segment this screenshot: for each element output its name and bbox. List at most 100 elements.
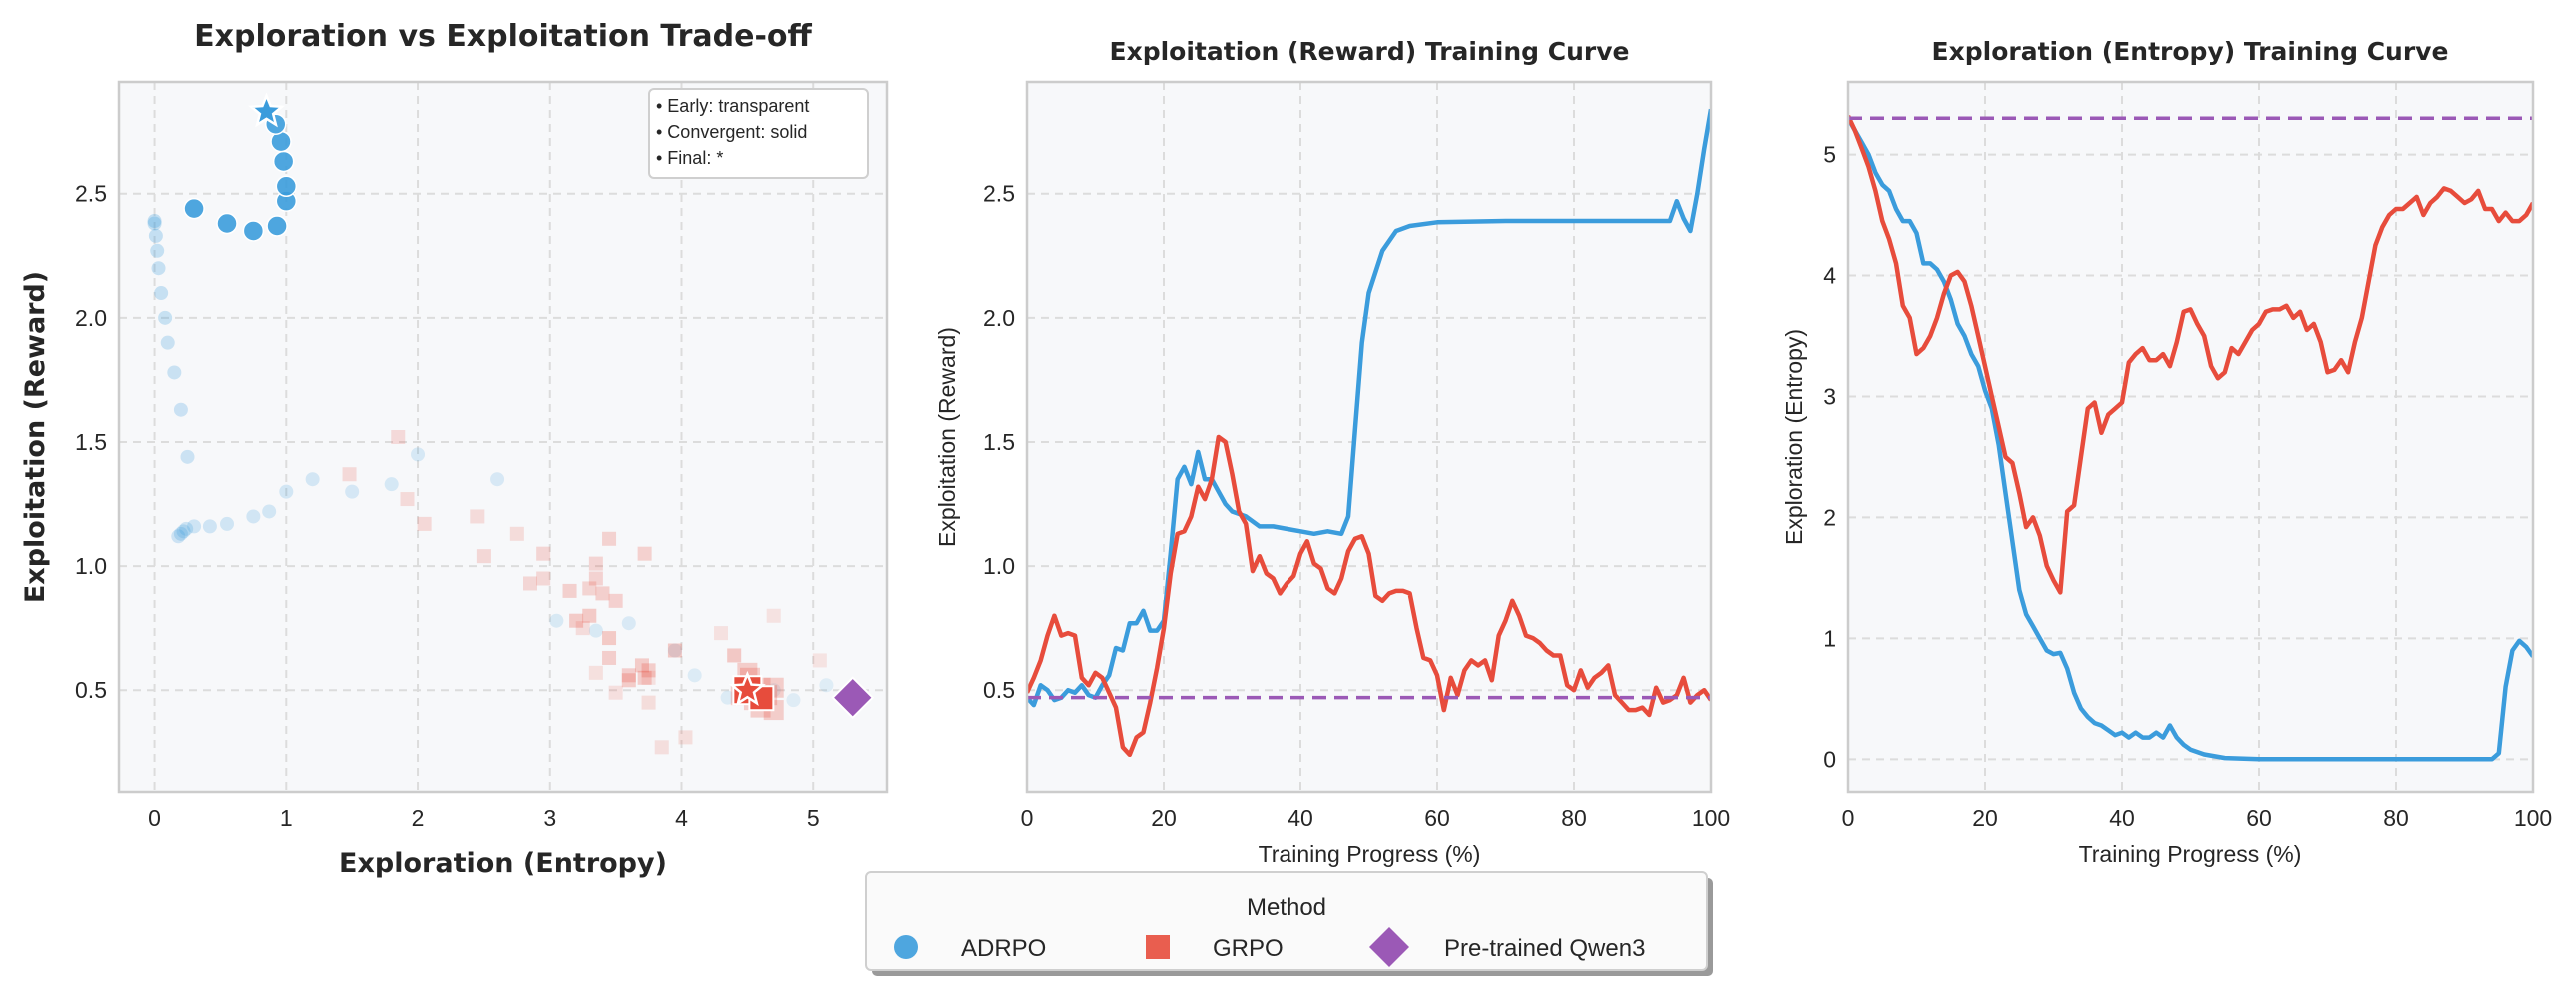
grpo-point bbox=[602, 650, 617, 665]
grpo-point bbox=[569, 613, 584, 628]
x-tick-label: 40 bbox=[1288, 805, 1313, 831]
legend: Method ADRPO GRPO Pre-trained Qwen3 bbox=[865, 871, 1713, 976]
legend-diamond-marker-icon bbox=[1369, 927, 1409, 967]
adrpo-point bbox=[262, 504, 277, 519]
adrpo-point bbox=[154, 286, 169, 301]
adrpo-point bbox=[173, 402, 188, 417]
adrpo-point bbox=[151, 261, 166, 276]
adrpo-point bbox=[279, 484, 294, 499]
adrpo-point bbox=[345, 484, 360, 499]
y-tick-label: 4 bbox=[1823, 263, 1836, 289]
annotation-box: • Early: transparent • Convergent: solid… bbox=[648, 88, 869, 179]
grpo-point bbox=[641, 663, 656, 678]
adrpo-point bbox=[147, 214, 162, 229]
adrpo-point bbox=[384, 477, 399, 492]
plot-area: 0 20 40 60 80 100 0.5 1.0 1.5 2.0 2.5 bbox=[983, 80, 1730, 831]
legend-title: Method bbox=[1247, 894, 1326, 921]
legend-label-pretrained: Pre-trained Qwen3 bbox=[1444, 935, 1645, 962]
y-tick-label: 1 bbox=[1823, 625, 1836, 651]
grpo-point bbox=[634, 658, 649, 673]
x-tick-label: 100 bbox=[2514, 805, 2552, 831]
grpo-point bbox=[621, 673, 636, 688]
adrpo-point bbox=[147, 216, 162, 231]
grpo-point bbox=[608, 685, 623, 700]
x-tick-label: 3 bbox=[543, 805, 556, 831]
y-tick-label: 0.5 bbox=[75, 677, 107, 703]
reward-curve-panel: 0 20 40 60 80 100 0.5 1.0 1.5 2.0 2.5 Exploitation… bbox=[934, 37, 1730, 867]
entropy-curve-panel: 0 20 40 60 80 100 0 1 2 3 4 5 Exploration (Entropy)… bbox=[1781, 37, 2552, 867]
y-axis-label: Exploitation (Reward) bbox=[20, 271, 51, 603]
y-tick-label: 1.0 bbox=[983, 553, 1015, 579]
grpo-point bbox=[727, 648, 742, 663]
y-tick-label: 2 bbox=[1823, 504, 1836, 530]
adrpo-point bbox=[148, 228, 163, 243]
adrpo-point bbox=[549, 613, 564, 628]
grpo-point bbox=[582, 581, 597, 596]
adrpo-point bbox=[179, 521, 194, 536]
plot-background bbox=[119, 82, 887, 792]
grpo-point bbox=[582, 608, 597, 623]
grpo-point bbox=[667, 643, 682, 658]
grpo-point bbox=[714, 626, 729, 641]
x-tick-label: 60 bbox=[1424, 805, 1450, 831]
legend-circle-marker-icon bbox=[894, 935, 918, 959]
plot-background bbox=[1027, 82, 1711, 792]
grpo-point bbox=[602, 631, 617, 646]
adrpo-point bbox=[411, 447, 426, 462]
plot-frame bbox=[117, 80, 889, 794]
series-layer bbox=[1848, 114, 2533, 762]
chart-title: Exploration (Entropy) Training Curve bbox=[1932, 37, 2449, 66]
chart-title: Exploitation (Reward) Training Curve bbox=[1110, 37, 1630, 66]
grpo-point bbox=[391, 430, 406, 444]
plot-frame bbox=[1846, 80, 2535, 794]
adrpo-point bbox=[187, 519, 202, 534]
adrpo-point bbox=[819, 678, 834, 693]
grpo-point bbox=[595, 586, 610, 601]
grpo-point bbox=[812, 653, 827, 668]
grpo-point bbox=[562, 583, 577, 598]
adrpo-point bbox=[720, 690, 735, 705]
legend-label-grpo: GRPO bbox=[1213, 935, 1284, 962]
adrpo-point bbox=[266, 215, 288, 237]
y-tick-label: 2.0 bbox=[983, 305, 1015, 331]
grpo-point bbox=[621, 668, 636, 683]
y-tick-label: 0 bbox=[1823, 746, 1836, 772]
y-tick-label: 5 bbox=[1823, 142, 1836, 168]
y-tick-label: 0.5 bbox=[983, 677, 1015, 703]
adrpo-point bbox=[180, 449, 195, 464]
grpo-point bbox=[602, 531, 617, 546]
adrpo-point bbox=[171, 529, 186, 544]
grpo-point bbox=[588, 665, 603, 680]
series-line-grpo bbox=[1848, 114, 2533, 595]
grpo-point bbox=[523, 576, 538, 591]
grpo-point bbox=[342, 467, 357, 482]
grpo-point bbox=[678, 730, 693, 745]
x-axis-label: Exploration (Entropy) bbox=[339, 848, 667, 879]
grpo-point bbox=[608, 593, 623, 608]
legend-square-marker-icon bbox=[1146, 935, 1170, 959]
y-tick-label: 2.5 bbox=[75, 181, 107, 207]
y-tick-label: 1.5 bbox=[983, 429, 1015, 455]
x-tick-label: 0 bbox=[1842, 805, 1855, 831]
y-tick-label: 2.0 bbox=[75, 305, 107, 331]
plot-frame bbox=[1025, 80, 1713, 794]
adrpo-point bbox=[167, 365, 182, 380]
grpo-point bbox=[536, 546, 551, 561]
grpo-point bbox=[470, 509, 485, 524]
adrpo-point bbox=[246, 509, 261, 524]
adrpo-point bbox=[621, 616, 636, 631]
series-line-adrpo bbox=[1027, 108, 1711, 708]
x-tick-label: 20 bbox=[1151, 805, 1177, 831]
grpo-point bbox=[476, 549, 491, 564]
y-tick-label: 2.5 bbox=[983, 181, 1015, 207]
chart-title: Exploration vs Exploitation Trade-off bbox=[194, 19, 812, 54]
annotation-line: • Convergent: solid bbox=[656, 122, 807, 142]
adrpo-point bbox=[220, 516, 235, 531]
y-axis-label: Exploration (Entropy) bbox=[1781, 329, 1807, 545]
x-axis-label: Training Progress (%) bbox=[1259, 841, 1481, 867]
adrpo-point bbox=[160, 335, 175, 350]
adrpo-point bbox=[786, 693, 801, 708]
adrpo-point bbox=[150, 243, 165, 258]
adrpo-point bbox=[305, 472, 320, 487]
series-line-grpo bbox=[1027, 434, 1711, 758]
